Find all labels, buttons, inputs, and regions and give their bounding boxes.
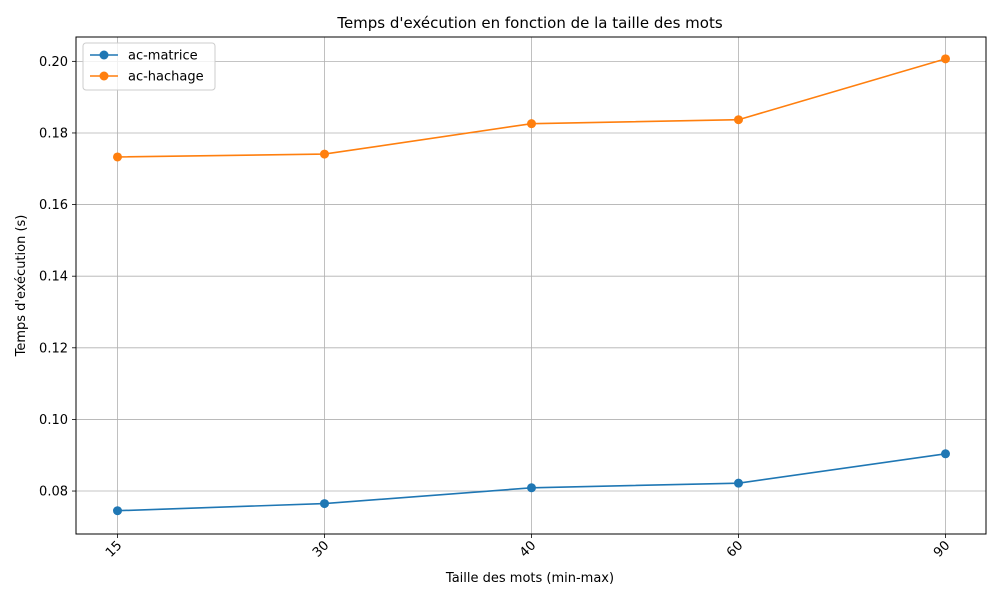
y-tick-label: 0.08 bbox=[39, 485, 68, 500]
data-point-ac-hachage bbox=[734, 115, 743, 125]
data-point-ac-hachage bbox=[320, 149, 329, 159]
plot-area-frame bbox=[75, 36, 987, 535]
y-tick-label: 0.10 bbox=[39, 413, 68, 428]
data-point-ac-matrice bbox=[320, 499, 329, 509]
series-group bbox=[113, 54, 950, 516]
legend-swatch-marker bbox=[99, 71, 109, 81]
legend-label: ac-matrice bbox=[128, 49, 198, 64]
x-tick-label: 90 bbox=[931, 538, 953, 560]
x-tick-label: 30 bbox=[310, 538, 332, 560]
y-tick-label: 0.18 bbox=[39, 126, 68, 141]
x-axis-label: Taille des mots (min-max) bbox=[445, 571, 614, 586]
legend-swatch-marker bbox=[99, 50, 109, 60]
data-point-ac-hachage bbox=[113, 152, 122, 162]
data-point-ac-hachage bbox=[527, 119, 536, 129]
data-point-ac-matrice bbox=[734, 478, 743, 488]
grid bbox=[76, 37, 986, 534]
y-tick-label: 0.12 bbox=[39, 341, 68, 356]
x-tick-label: 15 bbox=[103, 538, 125, 560]
x-tick-label: 40 bbox=[517, 538, 539, 560]
y-tick-label: 0.20 bbox=[39, 55, 68, 70]
data-point-ac-hachage bbox=[941, 54, 950, 64]
data-point-ac-matrice bbox=[113, 506, 122, 516]
y-tick-label: 0.16 bbox=[39, 198, 68, 213]
data-point-ac-matrice bbox=[941, 449, 950, 459]
y-axis-label: Temps d'exécution (s) bbox=[14, 215, 29, 358]
data-point-ac-matrice bbox=[527, 483, 536, 493]
y-axis: 0.08 0.10 0.12 0.14 0.16 0.18 0.20 bbox=[39, 55, 76, 500]
y-tick-label: 0.14 bbox=[39, 270, 68, 285]
x-tick-label: 60 bbox=[724, 538, 746, 560]
legend: ac-matrice ac-hachage bbox=[82, 42, 216, 91]
legend-label: ac-hachage bbox=[128, 70, 204, 85]
chart-title: Temps d'exécution en fonction de la tail… bbox=[336, 14, 723, 32]
x-axis: 15 30 40 60 90 bbox=[103, 534, 953, 561]
